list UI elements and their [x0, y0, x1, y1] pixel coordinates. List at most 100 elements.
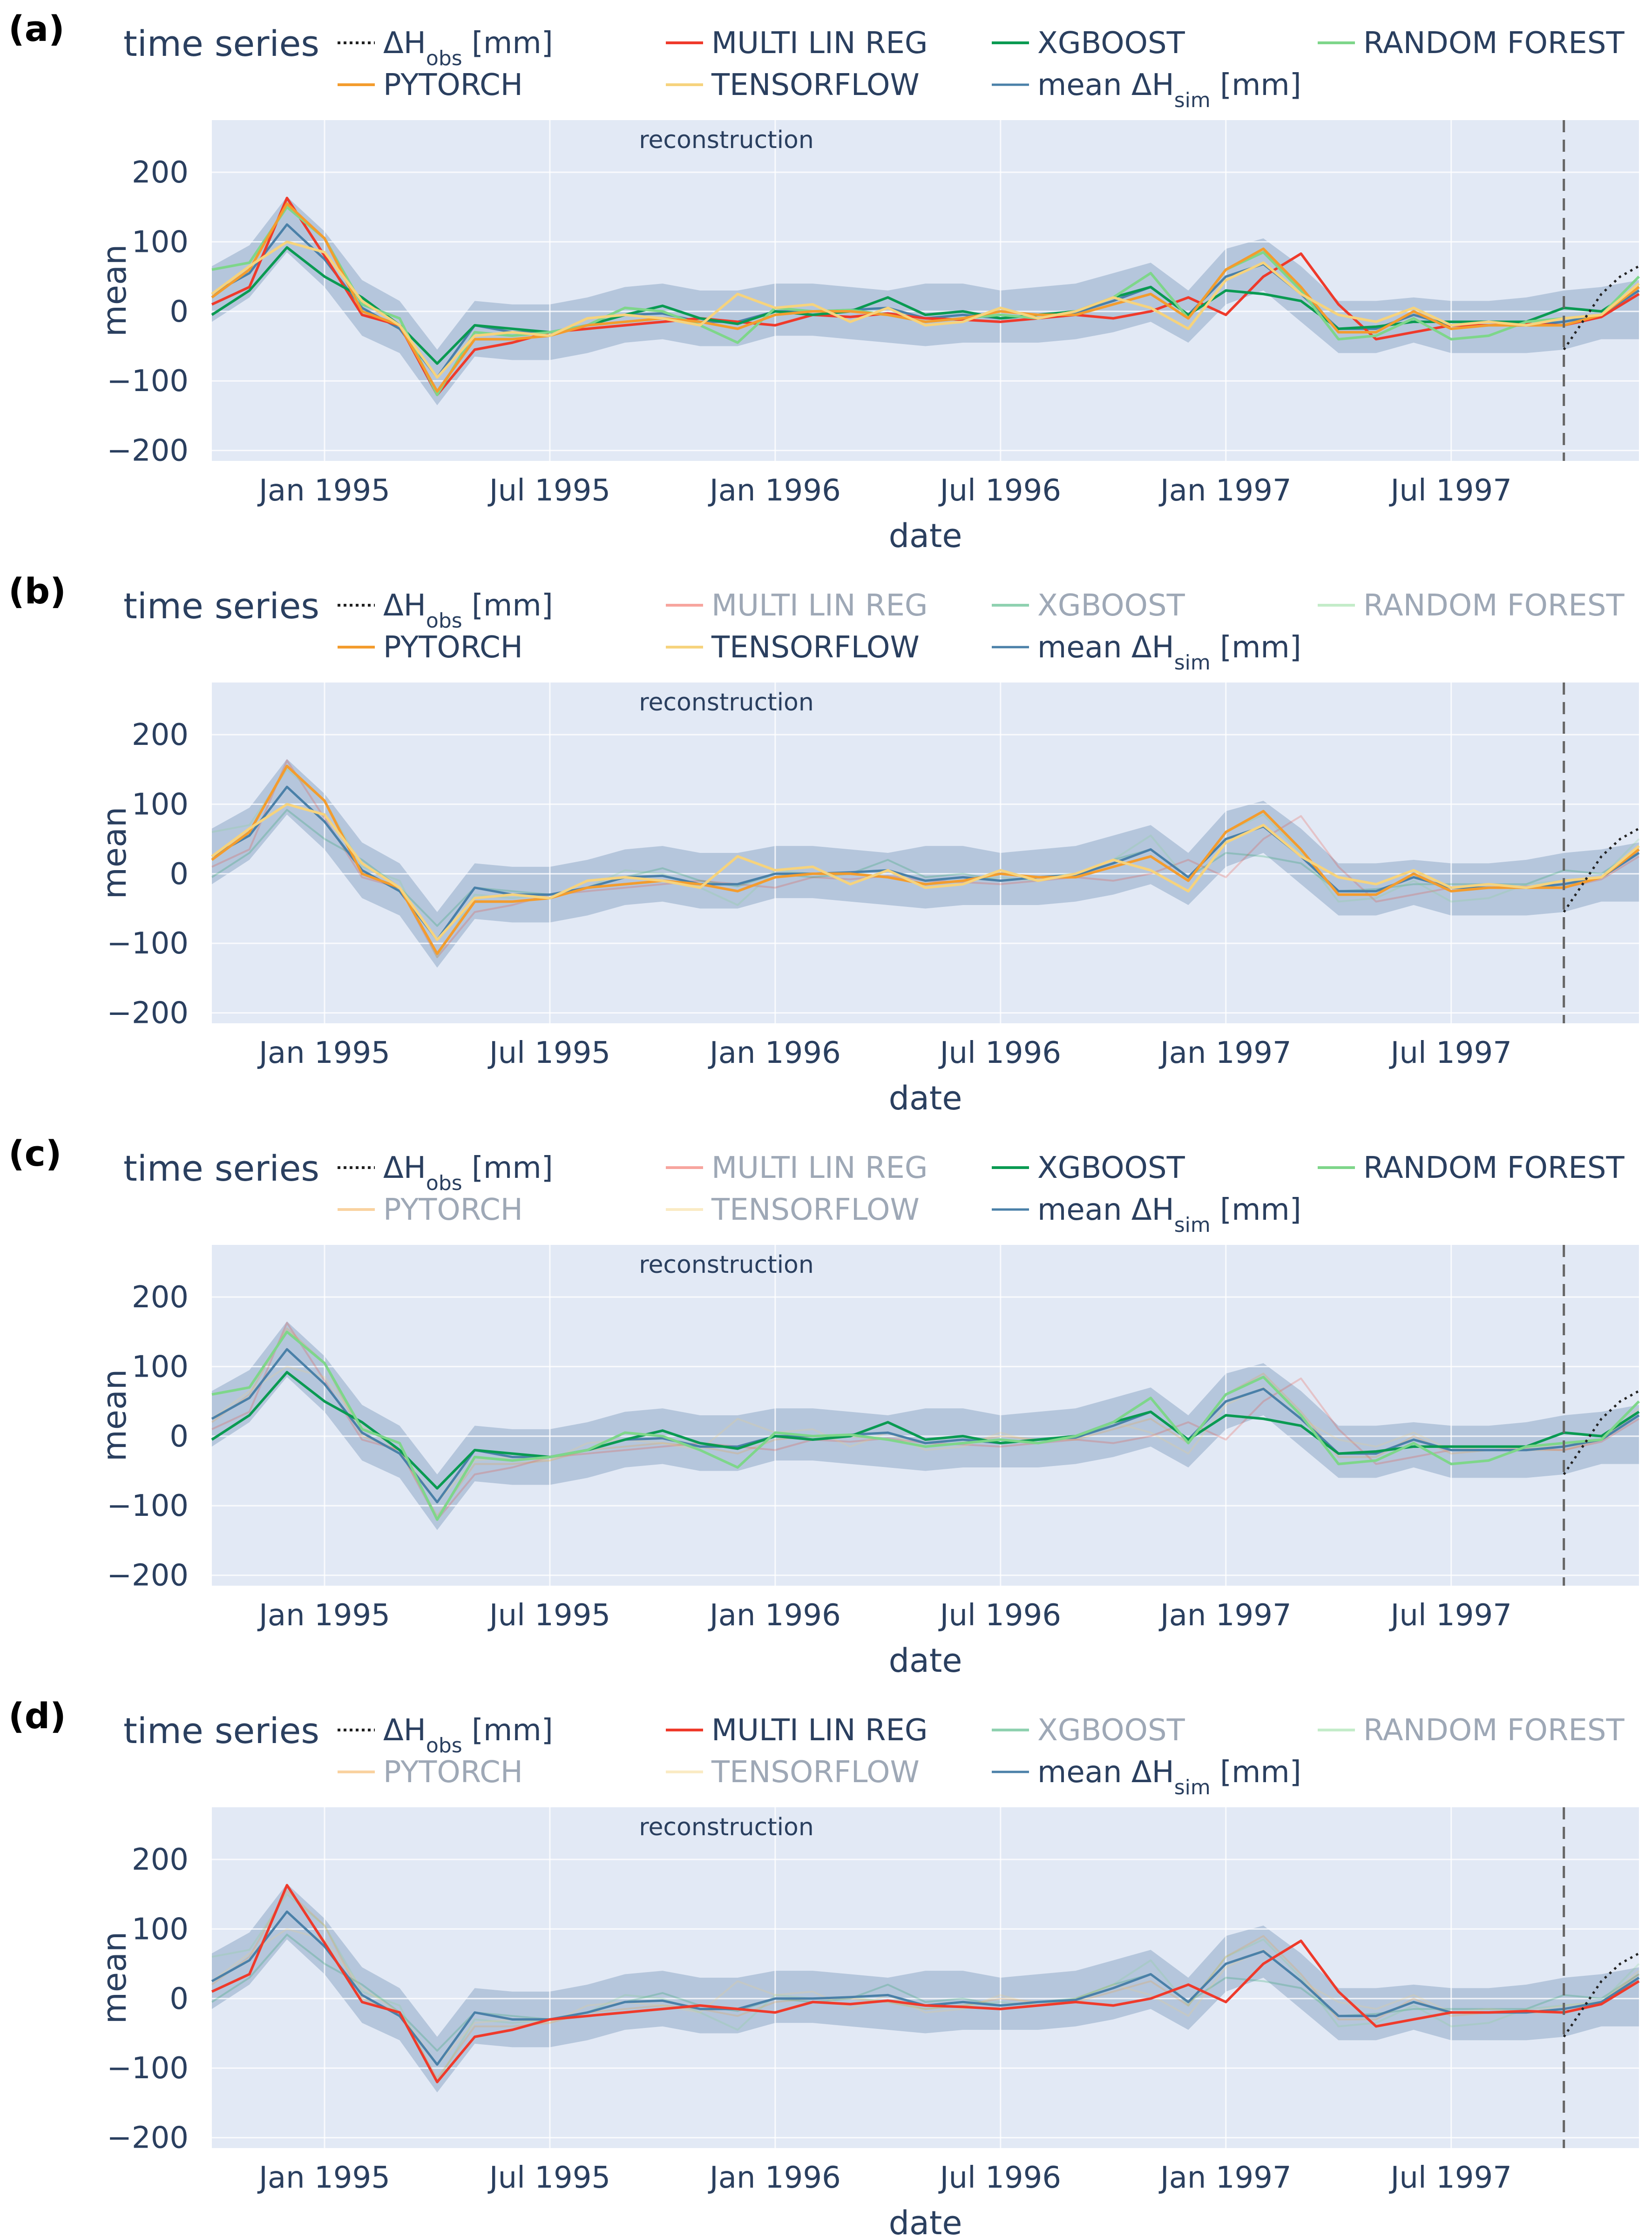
confidence-band: [212, 759, 1639, 968]
legend-label-multi-lin-reg: MULTI LIN REG: [711, 1713, 928, 1748]
legend-item-tensorflow[interactable]: TENSORFLOW: [666, 68, 920, 102]
legend-item-xgboost[interactable]: XGBOOST: [992, 588, 1185, 623]
xtick-label: Jul 1995: [487, 1598, 610, 1633]
legend-label-pytorch: PYTORCH: [383, 1193, 523, 1227]
legend-item-obs[interactable]: ΔHobs [mm]: [338, 1151, 553, 1195]
ytick-label: −100: [107, 1489, 189, 1523]
xtick-label: Jan 1997: [1158, 1036, 1292, 1070]
ytick-label: 200: [132, 155, 189, 190]
legend-item-pytorch[interactable]: PYTORCH: [338, 68, 523, 102]
xtick-label: Jul 1996: [938, 1598, 1061, 1633]
xtick-label: Jul 1997: [1388, 1598, 1511, 1633]
series-line-tensorflow: [211, 1365, 1640, 1503]
legend-item-mean[interactable]: mean ΔHsim [mm]: [992, 1193, 1301, 1237]
legend-label-obs: ΔHobs [mm]: [383, 1151, 553, 1195]
y-axis-title: mean: [95, 1932, 134, 2024]
ytick-label: −100: [107, 364, 189, 399]
legend-label-pytorch: PYTORCH: [383, 68, 523, 102]
legend-item-xgboost[interactable]: XGBOOST: [992, 1713, 1185, 1748]
legend-item-xgboost[interactable]: XGBOOST: [992, 1151, 1185, 1185]
series-line-tensorflow: [211, 1928, 1640, 2066]
series-line-pytorch: [211, 764, 1640, 955]
series-line-random-forest: [211, 1330, 1640, 1521]
legend-item-pytorch[interactable]: PYTORCH: [338, 1193, 523, 1227]
panel-d: (d) time series ΔHobs [mm] MULTI LIN REG XGB…: [8, 1695, 1640, 2237]
ytick-label: 100: [132, 1350, 189, 1384]
xtick-label: Jul 1995: [487, 1036, 610, 1070]
series-line-obs: [1563, 1952, 1640, 2038]
legend-item-tensorflow[interactable]: TENSORFLOW: [666, 1193, 920, 1227]
legend-item-multi-lin-reg[interactable]: MULTI LIN REG: [666, 1713, 928, 1748]
y-axis-title: mean: [95, 244, 134, 337]
legend-item-xgboost[interactable]: XGBOOST: [992, 26, 1185, 61]
legend-item-tensorflow[interactable]: TENSORFLOW: [666, 1755, 920, 1790]
series-line-obs: [1563, 265, 1640, 351]
legend-label-obs: ΔHobs [mm]: [383, 1713, 553, 1757]
xtick-label: Jul 1996: [938, 2161, 1061, 2195]
confidence-band: [212, 1884, 1639, 2093]
plot-area: reconstruction: [211, 683, 1640, 1023]
legend-label-xgboost: XGBOOST: [1037, 588, 1185, 623]
legend: time series ΔHobs [mm] MULTI LIN REG XGBOOS…: [123, 1148, 1625, 1237]
annotation-reconstruction: reconstruction: [639, 1251, 814, 1279]
legend-item-mean[interactable]: mean ΔHsim [mm]: [992, 630, 1301, 675]
legend-item-obs[interactable]: ΔHobs [mm]: [338, 1713, 553, 1757]
panel-b: (b) time series ΔHobs [mm] MULTI LIN REG XGB…: [8, 570, 1640, 1117]
series-line-obs: [1563, 1390, 1640, 1475]
legend: time series ΔHobs [mm] MULTI LIN REG XGBOOS…: [123, 585, 1625, 675]
ytick-label: 200: [132, 1843, 189, 1877]
ytick-label: −200: [107, 996, 189, 1031]
panel-c: (c) time series ΔHobs [mm] MULTI LIN REG XGB…: [8, 1133, 1640, 1680]
legend-label-xgboost: XGBOOST: [1037, 1151, 1185, 1185]
ytick-label: 0: [169, 1419, 189, 1454]
legend-item-multi-lin-reg[interactable]: MULTI LIN REG: [666, 26, 928, 61]
legend-label-multi-lin-reg: MULTI LIN REG: [711, 26, 928, 61]
xtick-label: Jan 1996: [708, 473, 841, 508]
legend-item-mean[interactable]: mean ΔHsim [mm]: [992, 68, 1301, 112]
xtick-label: Jul 1995: [487, 2161, 610, 2195]
legend-label-tensorflow: TENSORFLOW: [711, 1193, 920, 1227]
plot-area: reconstruction: [211, 120, 1640, 461]
plot-area: reconstruction: [211, 1807, 1640, 2148]
xtick-label: Jan 1996: [708, 1598, 841, 1633]
legend-item-pytorch[interactable]: PYTORCH: [338, 1755, 523, 1790]
ytick-label: −100: [107, 2051, 189, 2086]
legend-label-mean: mean ΔHsim [mm]: [1037, 1193, 1301, 1237]
series-line-multi-lin-reg: [211, 196, 1640, 396]
ytick-label: −200: [107, 434, 189, 468]
legend-item-random-forest[interactable]: RANDOM FOREST: [1318, 1713, 1625, 1748]
legend-label-random-forest: RANDOM FOREST: [1363, 1713, 1625, 1748]
legend-label-tensorflow: TENSORFLOW: [711, 1755, 920, 1790]
panel-label: (a): [8, 8, 65, 49]
legend-item-random-forest[interactable]: RANDOM FOREST: [1318, 1151, 1625, 1185]
legend-item-random-forest[interactable]: RANDOM FOREST: [1318, 588, 1625, 623]
series-line-mean: [211, 1348, 1640, 1504]
y-axis-title: mean: [95, 807, 134, 899]
legend-label-mean: mean ΔHsim [mm]: [1037, 1755, 1301, 1799]
confidence-band: [212, 1321, 1639, 1530]
legend-title: time series: [123, 23, 319, 64]
legend-title: time series: [123, 1710, 319, 1751]
legend-item-multi-lin-reg[interactable]: MULTI LIN REG: [666, 588, 928, 623]
legend-item-mean[interactable]: mean ΔHsim [mm]: [992, 1755, 1301, 1799]
legend-item-multi-lin-reg[interactable]: MULTI LIN REG: [666, 1151, 928, 1185]
xtick-label: Jan 1997: [1158, 2161, 1292, 2195]
ytick-label: −200: [107, 1559, 189, 1593]
confidence-band: [212, 196, 1639, 405]
legend-label-random-forest: RANDOM FOREST: [1363, 1151, 1625, 1185]
legend-item-tensorflow[interactable]: TENSORFLOW: [666, 630, 920, 665]
xtick-label: Jul 1996: [938, 1036, 1061, 1070]
legend-label-obs: ΔHobs [mm]: [383, 588, 553, 633]
legend-item-pytorch[interactable]: PYTORCH: [338, 630, 523, 665]
annotation-reconstruction: reconstruction: [639, 126, 814, 154]
legend-item-obs[interactable]: ΔHobs [mm]: [338, 26, 553, 70]
legend-label-tensorflow: TENSORFLOW: [711, 630, 920, 665]
xtick-label: Jan 1997: [1158, 1598, 1292, 1633]
legend-item-random-forest[interactable]: RANDOM FOREST: [1318, 26, 1625, 61]
y-axis-title: mean: [95, 1369, 134, 1462]
series-line-obs: [1563, 827, 1640, 913]
legend-label-pytorch: PYTORCH: [383, 630, 523, 665]
ytick-label: −100: [107, 926, 189, 961]
legend-title: time series: [123, 1148, 319, 1189]
legend-item-obs[interactable]: ΔHobs [mm]: [338, 588, 553, 633]
